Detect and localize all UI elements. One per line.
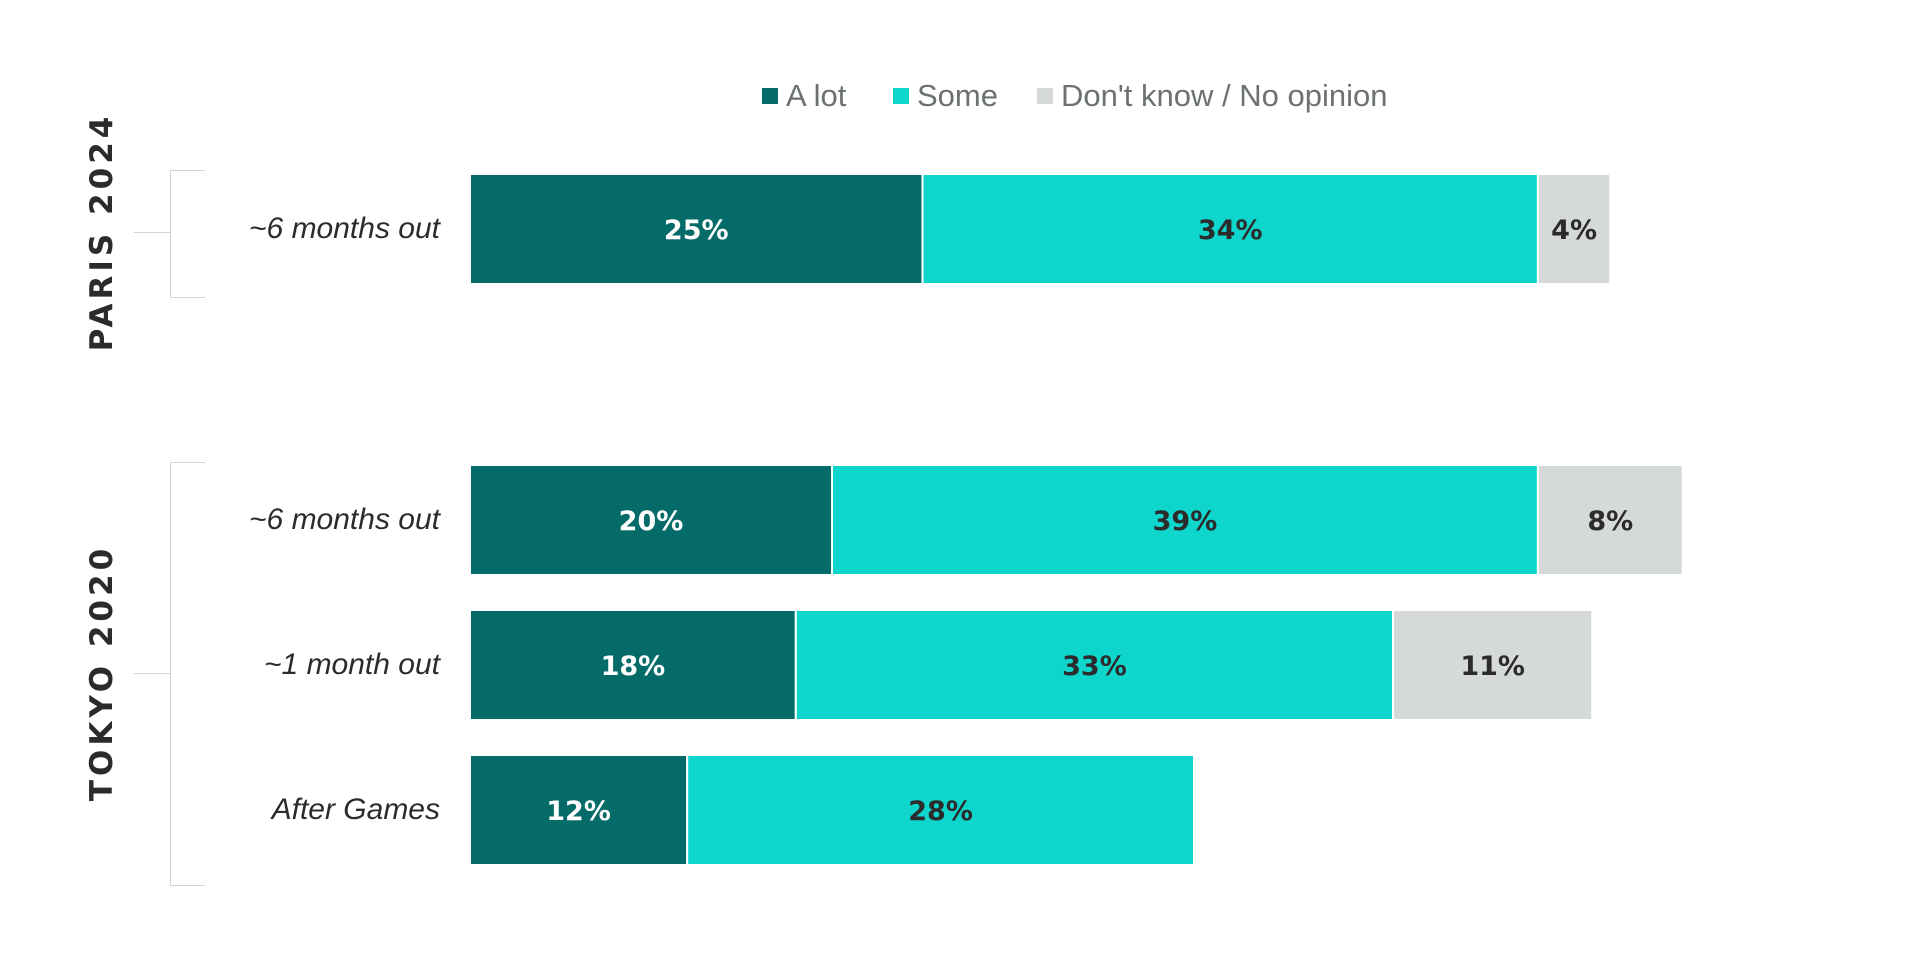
bar-segment-some-row-3 xyxy=(686,754,1195,866)
legend-item-a-lot: A lot xyxy=(762,78,846,114)
legend-label-a-lot: A lot xyxy=(786,78,847,113)
row-label-tokyo-6-months: ~6 months out xyxy=(249,503,440,536)
data-label-dont-know-row-0: 4% xyxy=(1551,215,1597,246)
legend-swatch-dont-know xyxy=(1037,88,1053,104)
legend-swatch-some xyxy=(893,88,909,104)
bar-segment-some-row-1 xyxy=(831,464,1539,576)
bar-segment-some-row-2 xyxy=(794,609,1395,721)
row-label-tokyo-1-month: ~1 month out xyxy=(264,648,440,681)
data-label-a-lot-row-3: 12% xyxy=(546,796,611,827)
bar-segment-dont-know-row-2 xyxy=(1392,609,1594,721)
chart-legend: A lot Some Don't know / No opinion xyxy=(0,78,1920,118)
data-label-some-row-1: 39% xyxy=(1153,506,1218,537)
group-bracket-tick-paris xyxy=(134,232,170,233)
data-label-dont-know-row-1: 8% xyxy=(1587,506,1633,537)
group-bracket-paris xyxy=(170,170,205,298)
row-label-paris-6-months: ~6 months out xyxy=(249,212,440,245)
row-label-tokyo-after-games: After Games xyxy=(271,793,440,826)
group-bracket-tick-tokyo xyxy=(134,673,170,674)
data-label-some-row-3: 28% xyxy=(908,796,973,827)
legend-item-some: Some xyxy=(893,78,998,114)
legend-item-dont-know: Don't know / No opinion xyxy=(1037,78,1387,114)
legend-swatch-a-lot xyxy=(762,88,778,104)
legend-label-some: Some xyxy=(917,78,998,113)
data-label-a-lot-row-0: 25% xyxy=(664,215,729,246)
data-label-a-lot-row-1: 20% xyxy=(619,506,684,537)
data-label-dont-know-row-2: 11% xyxy=(1460,651,1525,682)
legend-label-dont-know: Don't know / No opinion xyxy=(1061,78,1388,113)
group-bracket-tokyo xyxy=(170,462,205,886)
bar-segment-a-lot-row-2 xyxy=(469,609,797,721)
data-label-a-lot-row-2: 18% xyxy=(601,651,666,682)
bar-segment-dont-know-row-1 xyxy=(1536,464,1684,576)
bar-segment-a-lot-row-0 xyxy=(469,173,924,285)
data-label-some-row-0: 34% xyxy=(1198,215,1263,246)
bar-segment-a-lot-row-1 xyxy=(469,464,833,576)
bar-segment-dont-know-row-0 xyxy=(1536,173,1612,285)
data-label-some-row-2: 33% xyxy=(1062,651,1127,682)
bar-segment-a-lot-row-3 xyxy=(469,754,689,866)
